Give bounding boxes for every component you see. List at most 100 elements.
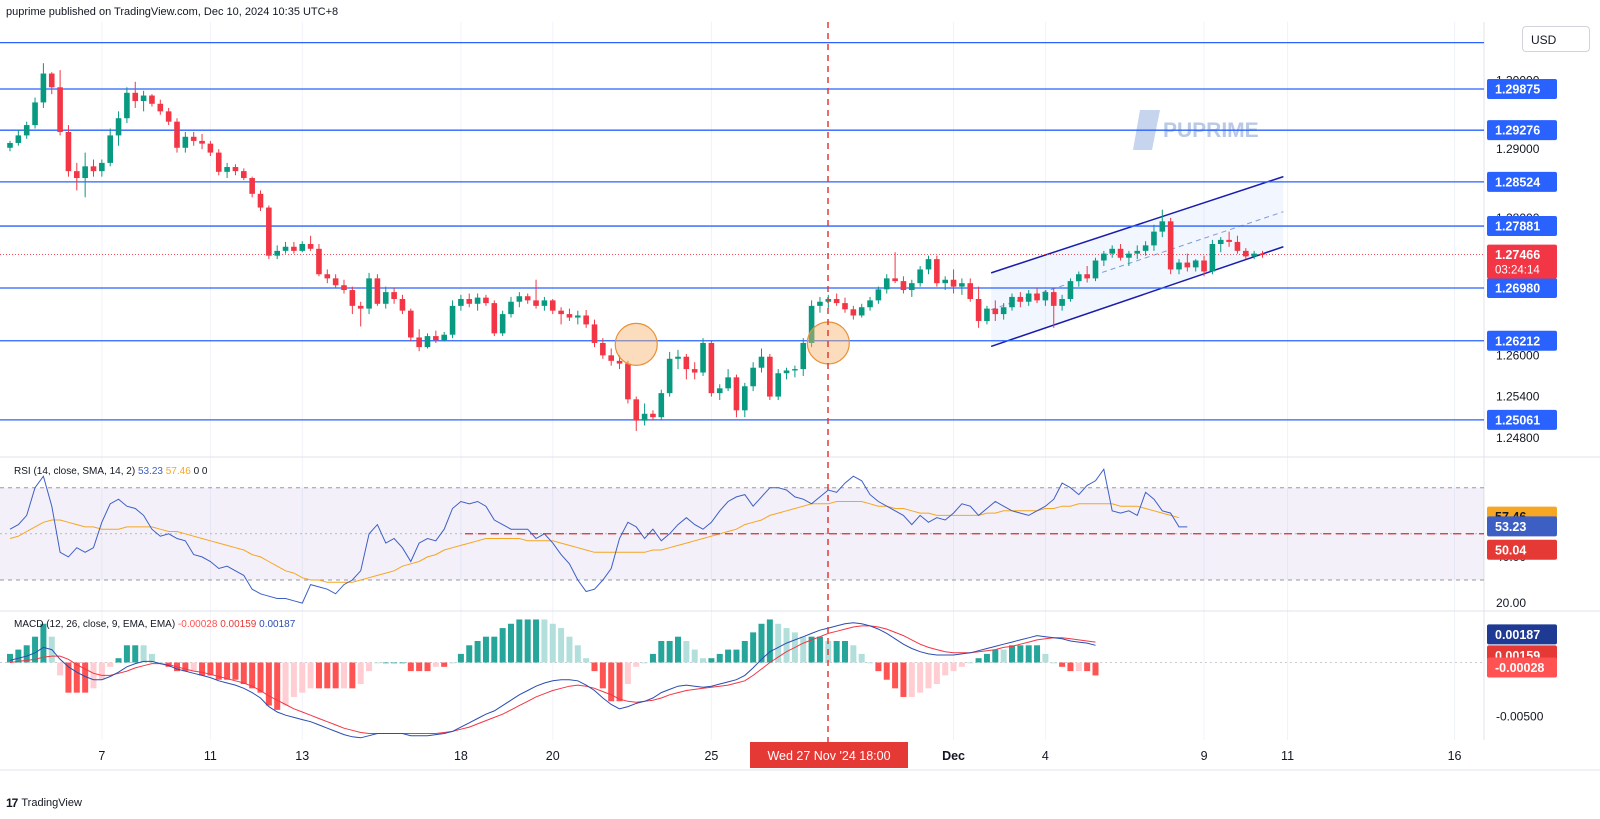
macd-histogram-bar [7,653,13,663]
macd-histogram-bar [516,619,523,663]
candle-down [1243,250,1249,257]
macd-histogram-bar [616,662,623,702]
macd-histogram-bar [299,662,306,693]
macd-histogram-bar [933,662,940,685]
macd-histogram-bar [57,662,64,676]
macd-histogram-bar [90,662,97,689]
macd-histogram-bar [975,658,982,663]
candle-down [48,73,55,88]
macd-value-badge-text: 0.00187 [1495,628,1540,642]
crosshair-date-label: Wed 27 Nov '24 18:00 [767,749,890,763]
candle-down [1017,296,1024,302]
macd-histogram-bar [983,653,990,663]
candle-up [758,356,765,368]
ascending-channel[interactable] [990,175,1284,348]
candle-up [99,162,105,172]
candle-up [424,336,431,348]
time-tick-label: 18 [454,749,468,763]
candle-down [307,243,314,249]
macd-histogram-bar [750,632,757,663]
macd-histogram-bar [315,662,322,689]
level-price-badge-text: 1.26212 [1495,334,1540,348]
candle-up [917,269,923,284]
macd-histogram-bar [182,662,189,672]
candle-up [23,125,30,136]
macd-histogram-bar [107,662,114,667]
candle-down [249,178,255,194]
candle-up [867,300,873,308]
time-tick-label: 20 [546,749,560,763]
macd-histogram-bar [1059,662,1066,667]
candle-up [792,369,798,371]
level-price-badge-text: 1.28524 [1495,175,1540,189]
candle-down [1084,274,1090,279]
candle-down [583,315,589,325]
macd-histogram-bar [199,662,206,676]
candle-up [40,73,47,103]
indicator-legends: RSI (14, close, SMA, 14, 2) 53.23 57.46 … [14,466,296,630]
highlight-circles [614,321,850,366]
candle-up [7,142,13,148]
macd-histogram-bar [407,662,414,672]
macd-histogram-bar [950,662,957,672]
candle-up [883,278,890,290]
candle-down [691,369,698,373]
macd-histogram-bar [1050,662,1057,664]
candle-up [299,243,306,251]
candle-up [1059,298,1065,306]
candle-down [165,111,172,122]
candle-up [742,386,748,411]
candle-up [984,308,990,321]
price-axis[interactable]: 1.300001.290001.280001.260001.254001.248… [1487,73,1557,723]
macd-histogram-bar [808,636,815,663]
level-price-badge [1487,330,1557,351]
candle-down [533,300,539,306]
currency-button[interactable]: USD [1522,26,1590,52]
level-price-badge [1487,120,1557,141]
candle-down [1259,253,1266,255]
candle-up [274,250,280,256]
candle-up [817,301,823,306]
macd-histogram-bar [449,662,456,664]
candle-down [132,92,139,102]
candle-up [1192,260,1199,268]
candle-down [266,207,272,256]
candle-down [1184,262,1191,268]
macd-histogram-bar [232,662,239,680]
macd-histogram-bar [123,645,130,663]
candle-down [491,303,498,334]
candle-down [566,314,573,318]
candle-down [1050,292,1057,306]
horizontal-levels[interactable] [0,41,1484,421]
tradingview-footer[interactable]: 17 TradingView [6,796,82,810]
macd-histogram-bar [482,636,489,663]
candle-down [483,297,489,304]
macd-histogram-bar [73,662,80,693]
candle-up [516,296,523,302]
macd-histogram-bar [374,662,381,664]
candle-down [324,274,331,279]
candle-down [199,140,205,144]
rsi-line [9,467,1188,604]
candle-down [399,298,406,311]
candle-down [842,303,848,310]
candle-down [1234,241,1241,251]
candle-up [1142,245,1149,251]
time-tick-label: 11 [204,749,217,763]
macd-histogram-bar [424,662,431,672]
macd-histogram-bar [1025,645,1032,663]
retest-highlight-circle [614,322,658,366]
macd-histogram-bar [382,662,389,664]
current-price-text: 1.27466 [1495,248,1540,262]
macd-histogram-bar [132,645,139,663]
candle-up [499,314,506,334]
time-axis[interactable]: 7 11 13 18 20 25 Dec 4 9 11 16 [98,749,1461,763]
macd-histogram-bar [274,662,281,710]
rsi-value-badge [1487,516,1557,537]
macd-histogram-bar [558,628,565,663]
macd-histogram-bar [32,636,39,663]
candle-up [641,413,648,421]
macd-histogram-bar [958,662,965,667]
candle-up [1151,231,1157,246]
